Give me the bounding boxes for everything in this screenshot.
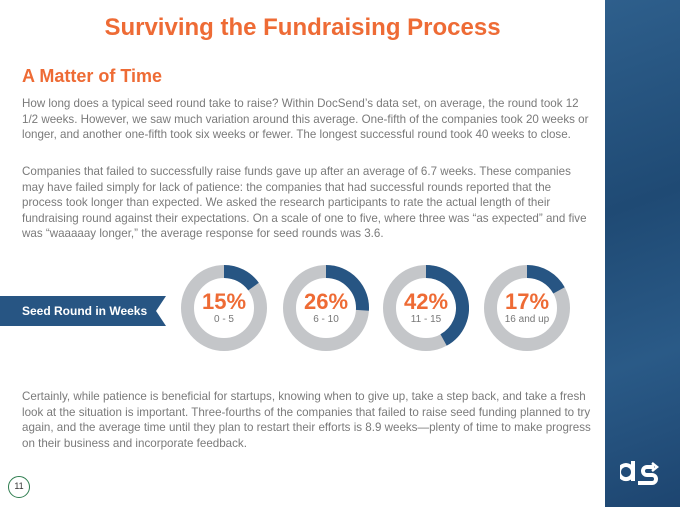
donut-ring [484,265,570,351]
donut-range: 16 and up [504,314,550,325]
donut-ring [383,265,469,351]
donut-6-10: 26% 6 - 10 [283,265,369,351]
donut-value-arc [325,265,369,311]
page-number: 11 [8,476,30,498]
page-title: Surviving the Fundraising Process [104,14,501,41]
donut-0-5: 15% 0 - 5 [181,265,267,351]
paragraph-failed-companies: Companies that failed to successfully ra… [22,165,587,241]
donut-11-15: 42% 11 - 15 [383,265,469,351]
donut-value-arc [223,265,259,291]
donut-percent: 17% [504,289,550,314]
docsend-logo-icon [620,461,660,485]
donut-value-arc [526,265,565,294]
donut-range: 11 - 15 [410,314,442,325]
seed-round-ribbon: Seed Round in Weeks [0,296,166,326]
donut-value-arc [425,265,469,346]
donut-percent: 42% [403,289,449,314]
paragraph-intro: How long does a typical seed round take … [22,97,589,142]
donut-percent: 15% [201,289,247,314]
donut-range: 0 - 5 [213,314,234,325]
donut-range: 6 - 10 [313,314,339,325]
section-heading: A Matter of Time [22,66,163,86]
paragraph-conclusion: Certainly, while patience is beneficial … [22,390,591,450]
donut-percent: 26% [303,289,349,314]
donut-16-up: 17% 16 and up [484,265,570,351]
donut-ring [181,265,267,351]
donut-ring [283,265,369,351]
brand-sidebar [605,0,680,507]
